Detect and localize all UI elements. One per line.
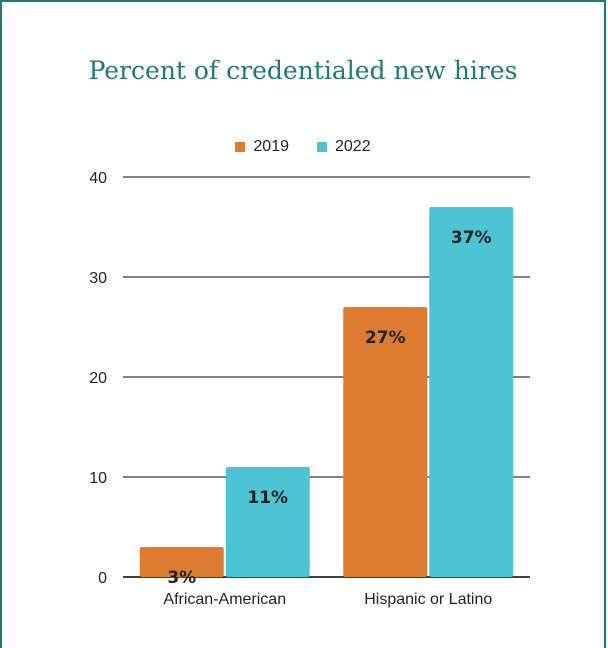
- chart-title: Percent of credentialed new hires: [88, 56, 518, 85]
- bar-2022-1: [429, 207, 514, 577]
- y-tick-label: 10: [89, 470, 107, 487]
- bar-2019-0: [139, 547, 224, 577]
- chart-legend: 2019 2022: [2, 138, 604, 156]
- legend-item-2019: 2019: [235, 138, 289, 156]
- legend-swatch-2022: [317, 142, 327, 152]
- legend-item-2022: 2022: [317, 138, 371, 156]
- bar-2019-1: [343, 307, 428, 577]
- y-tick-label: 20: [89, 370, 107, 387]
- y-tick-label: 30: [89, 270, 107, 287]
- legend-swatch-2019: [235, 142, 246, 152]
- data-label: 3%: [167, 568, 196, 588]
- data-label: 11%: [247, 488, 288, 508]
- data-label: 27%: [365, 328, 406, 348]
- legend-label-2019: 2019: [253, 138, 289, 155]
- y-tick-label: 0: [98, 570, 107, 587]
- x-category-label: Hispanic or Latino: [364, 591, 492, 608]
- legend-label-2022: 2022: [335, 138, 371, 155]
- data-label: 37%: [451, 228, 492, 248]
- bar-2022-0: [225, 467, 310, 577]
- y-tick-label: 40: [89, 170, 107, 187]
- x-category-label: African-American: [163, 591, 286, 608]
